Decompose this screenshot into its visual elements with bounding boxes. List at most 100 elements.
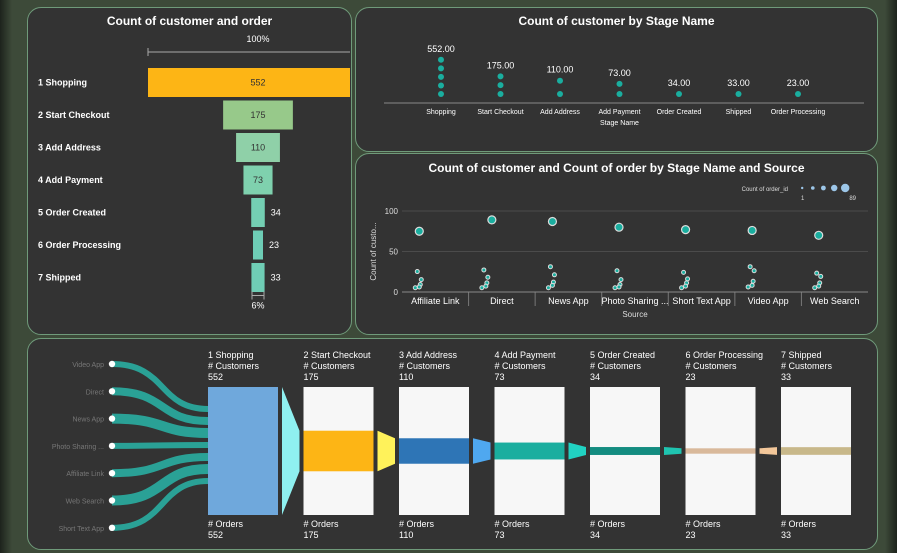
- sankey-source-label: Web Search: [66, 499, 104, 506]
- funnel-chart[interactable]: 100% 1 Shopping 552 2 Start Checkout 175 3 Ad…: [28, 8, 350, 333]
- stage-point: [438, 56, 444, 63]
- source-point-small: [679, 285, 685, 291]
- stage-footer-orders-label: # Orders: [590, 519, 626, 529]
- stage-fill: [399, 438, 469, 464]
- stage-scatter-panel[interactable]: Count of customer by Stage Name 552.00 Sh…: [355, 7, 878, 152]
- size-legend-max: 89: [849, 196, 856, 202]
- stage-header-cust-label: # Customers: [781, 361, 833, 371]
- sankey-source-node: [108, 415, 116, 422]
- stage-point: [497, 82, 504, 89]
- sankey-chart[interactable]: Video App Direct News App Photo Sharing ...…: [28, 339, 876, 547]
- stage-footer: # Orders 175: [304, 519, 339, 541]
- size-legend-circle: [801, 186, 804, 190]
- x-category-label: Direct: [490, 296, 514, 306]
- source-point-small: [818, 273, 824, 279]
- stage-header-name: 5 Order Created: [590, 350, 656, 360]
- x-category-label: News App: [548, 296, 589, 306]
- source-point-small: [481, 267, 487, 273]
- funnel-top-percent: 100%: [246, 34, 269, 44]
- source-point-small: [747, 264, 753, 270]
- funnel-bar: [223, 100, 293, 130]
- funnel-panel[interactable]: Count of customer and order 100% 1 Shoppi…: [27, 7, 352, 335]
- stage-header-cust-label: # Customers: [685, 361, 737, 371]
- sankey-flow: [111, 478, 209, 531]
- funnel-bar: [251, 198, 265, 227]
- x-category-label: Affiliate Link: [411, 296, 460, 306]
- sankey-flow: [111, 387, 209, 425]
- funnel-value-label: 34: [271, 208, 281, 218]
- stage-footer: # Orders 552: [208, 519, 243, 541]
- stage-footer-orders: 33: [781, 530, 792, 540]
- stage-category-label: Shipped: [726, 109, 752, 116]
- sankey-source-node: [108, 497, 116, 504]
- funnel-stage-label: 2 Start Checkout: [38, 110, 110, 120]
- source-point-small: [681, 269, 687, 275]
- source-point-small: [479, 285, 485, 291]
- stage-category-label: Add Address: [540, 109, 580, 116]
- stage-point: [557, 91, 563, 97]
- source-point-small: [485, 274, 491, 280]
- stage-x-axis-title: Stage Name: [600, 120, 639, 127]
- stage-header: 3 Add Address # Customers 110: [399, 350, 457, 383]
- stage-fill: [494, 442, 565, 460]
- source-point-small: [683, 283, 689, 289]
- source-point-large: [747, 225, 757, 236]
- stage-scatter-chart[interactable]: 552.00 Shopping 175.00 Start Checkout 110.00…: [356, 8, 876, 150]
- funnel-bar: [236, 133, 280, 162]
- source-point-small: [749, 282, 755, 288]
- size-legend-min: 1: [801, 196, 805, 202]
- source-point-small: [612, 285, 618, 291]
- sankey-source-label: Short Text App: [59, 526, 105, 533]
- source-point-small: [745, 284, 751, 290]
- stage-point: [438, 73, 444, 80]
- stage-category-label: Shopping: [426, 109, 456, 116]
- sankey-source-label: News App: [72, 417, 104, 424]
- stage-point: [438, 91, 444, 97]
- funnel-value-label: 23: [269, 240, 279, 250]
- stage-value-label: 34.00: [668, 78, 691, 88]
- funnel-value-label: 33: [271, 273, 281, 283]
- source-scatter-panel[interactable]: Count of customer and Count of order by …: [355, 153, 878, 335]
- stage-fill: [685, 448, 756, 454]
- stage-value-label: 552.00: [427, 44, 455, 54]
- stage-header: 2 Start Checkout # Customers 175: [304, 350, 371, 383]
- stage-point: [438, 65, 444, 72]
- source-point-small: [549, 282, 555, 288]
- sankey-flow: [111, 464, 209, 506]
- sankey-source-label: Direct: [86, 389, 104, 396]
- funnel-stage-label: 3 Add Address: [38, 143, 101, 153]
- stage-footer-orders-label: # Orders: [399, 519, 435, 529]
- stage-connector: [568, 442, 586, 460]
- stage-value-label: 33.00: [727, 78, 750, 88]
- stage-connector: [473, 438, 491, 464]
- source-point-large: [680, 225, 691, 235]
- funnel-stage-label: 4 Add Payment: [38, 175, 103, 185]
- funnel-stage-label: 5 Order Created: [38, 208, 106, 218]
- funnel-value-label: 175: [250, 110, 265, 120]
- stage-header: 1 Shopping # Customers 552: [208, 350, 259, 383]
- stage-connector: [664, 447, 682, 455]
- sankey-flow: [111, 453, 209, 478]
- size-legend-circle: [821, 185, 826, 191]
- source-scatter-chart[interactable]: Count of order_id 1 89 0 50 100 Count of custo…: [356, 154, 876, 332]
- source-point-small: [685, 276, 691, 282]
- stage-footer-orders-label: # Orders: [494, 519, 530, 529]
- stage-header-name: 3 Add Address: [399, 350, 458, 360]
- size-legend-title: Count of order_id: [742, 187, 788, 193]
- source-point-small: [750, 278, 756, 284]
- stage-fill: [590, 447, 660, 455]
- sankey-panel[interactable]: Video App Direct News App Photo Sharing ...…: [27, 338, 878, 550]
- stage-header: 6 Order Processing # Customers 23: [686, 350, 764, 383]
- funnel-stage-label: 6 Order Processing: [38, 240, 121, 250]
- stage-header: 5 Order Created # Customers 34: [590, 350, 655, 383]
- stage-header-cust-label: # Customers: [399, 361, 451, 371]
- stage-header-name: 1 Shopping: [208, 350, 254, 360]
- source-point-small: [812, 285, 818, 291]
- stage-footer: # Orders 110: [399, 519, 434, 541]
- source-point-small: [616, 284, 622, 290]
- stage-header-customers: 175: [303, 372, 319, 382]
- source-point-small: [412, 285, 418, 291]
- stage-connector: [377, 430, 395, 472]
- stage-footer-orders: 34: [590, 530, 601, 540]
- sankey-flow: [111, 361, 209, 412]
